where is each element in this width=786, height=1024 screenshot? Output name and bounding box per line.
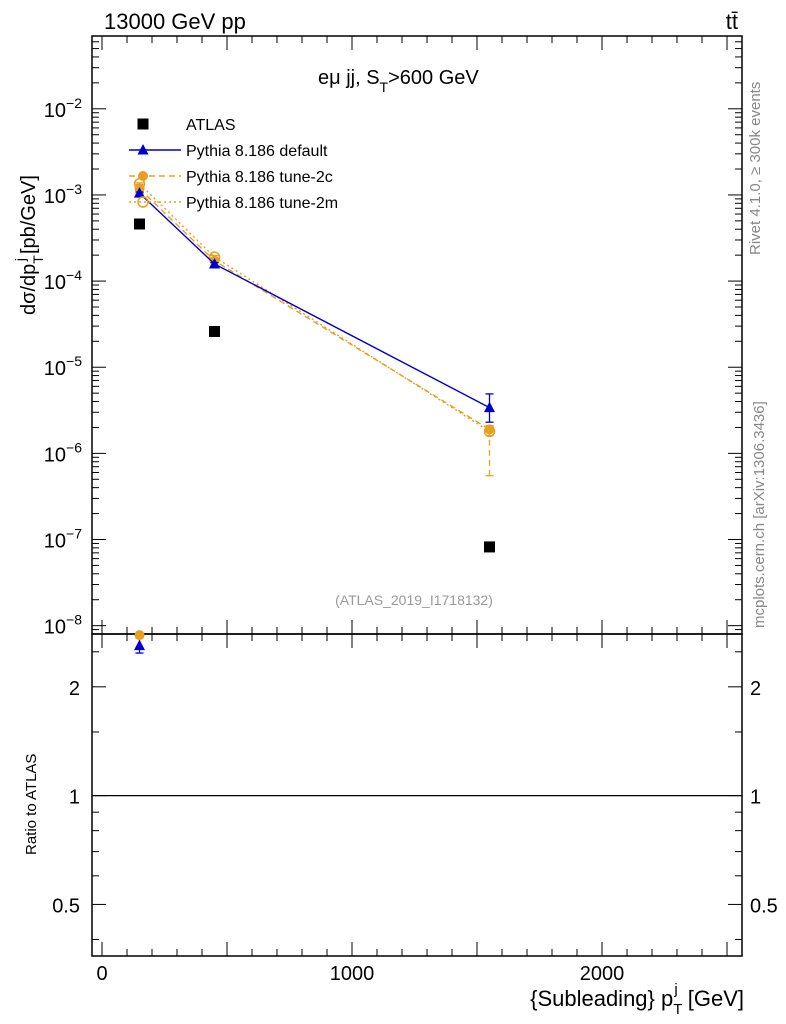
data-point [484, 541, 495, 553]
x-tick-label: 0 [96, 963, 107, 985]
y-tick-label: 10−5 [44, 353, 82, 380]
ratio-point [134, 639, 145, 651]
legend-marker [137, 118, 149, 130]
ratio-y-tick-label-right: 0.5 [750, 895, 778, 917]
main-axis-ticks [92, 35, 742, 635]
ratio-y-tick-label-left: 1 [69, 787, 80, 809]
ratio-y-tick-label-right: 1 [750, 787, 761, 809]
main-y-tick-labels: 10−8 10−7 10−6 10−5 10−4 10−3 10−2 [44, 95, 82, 639]
legend-entry: Pythia 8.186 tune-2m [129, 195, 338, 212]
y-tick-label: 10−6 [44, 439, 82, 466]
ratio-y-tick-label-left: 2 [69, 678, 80, 700]
x-tick-label: 1000 [330, 963, 375, 985]
legend-marker [137, 196, 149, 208]
data-point [134, 218, 145, 230]
legend-label: Pythia 8.186 default [186, 143, 328, 160]
legend: ATLAS Pythia 8.186 default Pythia 8.186 tu… [129, 117, 338, 212]
y-axis-label-ratio: Ratio to ATLAS [23, 754, 40, 855]
side-text-mcplots: mcplots.cern.ch [arXiv:1306.3436] [751, 401, 768, 628]
series-line [139, 188, 490, 430]
x-axis-label: {Subleading} pTj [GeV] [530, 981, 744, 1018]
plot-label: eμ jj, ST>600 GeV [318, 67, 479, 95]
legend-entry: Pythia 8.186 default [129, 143, 328, 160]
data-point [209, 257, 220, 269]
series-line [139, 192, 490, 409]
x-tick-label: 2000 [580, 963, 625, 985]
ratio-axis-ticks [92, 634, 742, 956]
ratio-pythia-8-186-default [134, 638, 145, 654]
ratio-pythia-8-186-tune-2c [134, 630, 145, 641]
ratio-point [134, 630, 145, 641]
ratio-series-layer [134, 630, 145, 654]
data-point [484, 424, 495, 435]
y-tick-label: 10−4 [44, 267, 82, 294]
header-left: 13000 GeV pp [104, 9, 246, 34]
data-point [209, 325, 220, 337]
legend-entry: Pythia 8.186 tune-2c [129, 169, 333, 186]
legend-label: Pythia 8.186 tune-2m [186, 195, 338, 212]
y-axis-label-main: dσ/dpTj[pb/GeV] [12, 175, 46, 315]
analysis-id: (ATLAS_2019_I1718132) [335, 592, 493, 608]
series-pythia-8-186-tune-2c [134, 183, 495, 477]
y-tick-label: 10−2 [44, 95, 82, 122]
y-tick-label: 10−7 [44, 526, 82, 553]
main-series-layer [133, 177, 496, 553]
legend-label: ATLAS [186, 117, 236, 134]
header-right: tt̄ [726, 9, 738, 34]
ratio-panel-frame [91, 633, 743, 957]
legend-marker [138, 171, 148, 181]
ratio-tick-labels: 0 1000 2000 0.5 0.5 1 1 2 2 [52, 678, 778, 985]
series-pythia-8-186-tune-2m [133, 177, 496, 438]
legend-label: Pythia 8.186 tune-2c [186, 169, 333, 186]
series-pythia-8-186-default [134, 187, 495, 423]
legend-marker [137, 144, 149, 155]
side-text-rivet: Rivet 4.1.0, ≥ 300k events [747, 82, 764, 255]
y-tick-label: 10−8 [44, 612, 82, 639]
series-atlas [134, 218, 495, 553]
ratio-y-tick-label-left: 0.5 [52, 895, 80, 917]
legend-entry: ATLAS [137, 117, 236, 134]
data-point [134, 187, 145, 198]
ratio-y-tick-label-right: 2 [750, 678, 761, 700]
data-point [484, 401, 495, 413]
y-tick-label: 10−3 [44, 181, 82, 208]
series-line [139, 183, 490, 432]
